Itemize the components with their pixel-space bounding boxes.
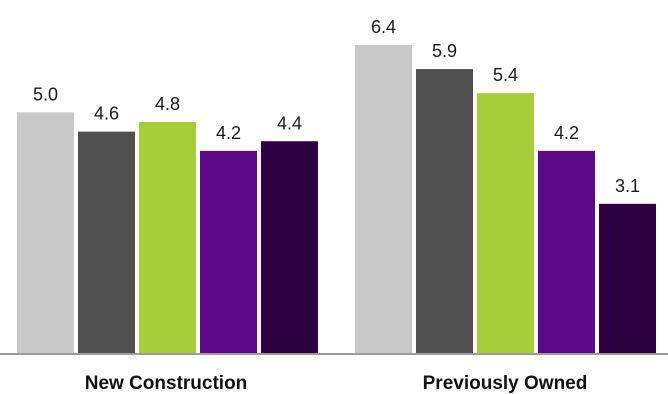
value-label: 4.2 <box>216 123 241 143</box>
bar-new-construction-4 <box>200 150 257 353</box>
bar-previously-owned-3 <box>477 93 534 353</box>
bar-previously-owned-2 <box>416 69 473 353</box>
value-label: 3.1 <box>615 176 640 196</box>
value-label: 5.0 <box>33 84 58 104</box>
category-label-new-construction: New Construction <box>85 373 248 394</box>
bars-group <box>17 45 656 353</box>
category-label-previously-owned: Previously Owned <box>423 373 588 394</box>
value-labels-group: 5.0 4.6 4.8 4.2 4.4 6.4 5.9 5.4 4.2 3.1 <box>33 17 640 196</box>
value-label: 4.4 <box>277 113 302 133</box>
category-labels-group: New Construction Previously Owned <box>85 373 588 394</box>
bar-previously-owned-4 <box>538 150 595 353</box>
bar-new-construction-1 <box>17 112 74 353</box>
bar-new-construction-3 <box>139 122 196 353</box>
value-label: 4.6 <box>94 104 119 124</box>
value-label: 4.8 <box>155 94 180 114</box>
value-label: 6.4 <box>371 17 396 37</box>
bar-new-construction-2 <box>78 131 135 353</box>
value-label: 5.4 <box>493 65 518 85</box>
bar-new-construction-5 <box>261 141 318 353</box>
value-label: 5.9 <box>432 41 457 61</box>
bar-previously-owned-1 <box>355 45 412 353</box>
bar-previously-owned-5 <box>599 203 656 353</box>
value-label: 4.2 <box>554 123 579 143</box>
